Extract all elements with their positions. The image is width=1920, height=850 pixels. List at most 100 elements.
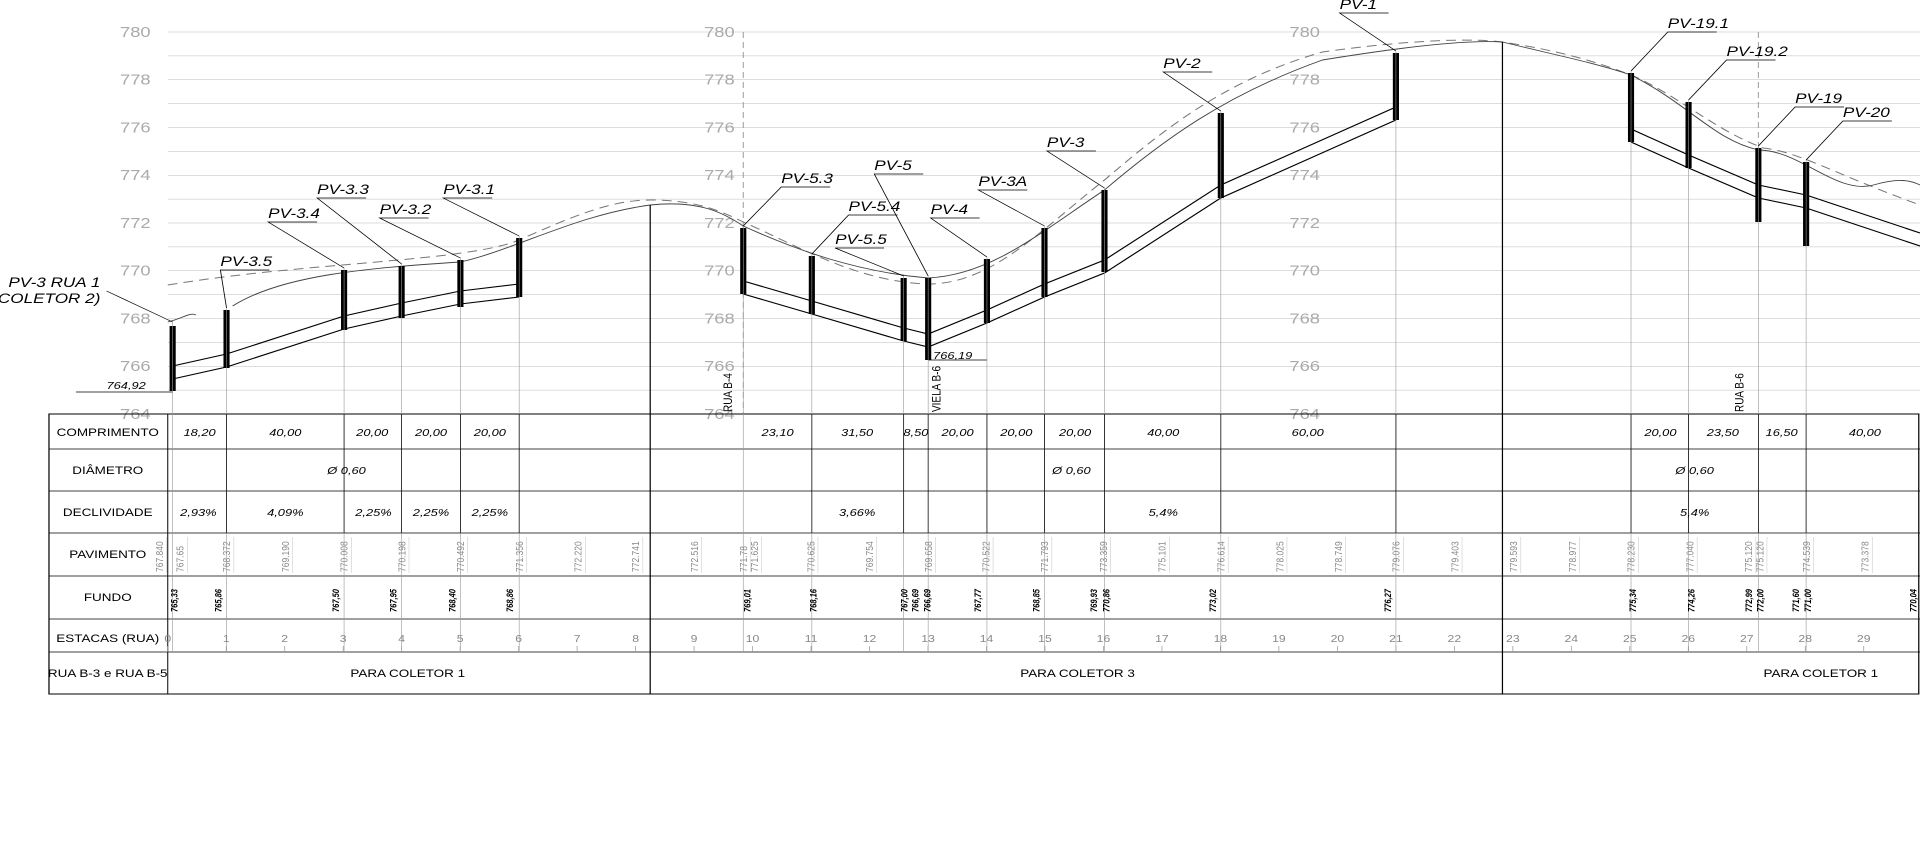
estaca: 6: [515, 634, 522, 645]
pipe: [172, 296, 520, 380]
elevation-label: 778: [120, 71, 151, 88]
declividade: 3,66%: [839, 507, 875, 519]
declividade: 2,25%: [354, 507, 391, 519]
pv-label: PV-3.4: [268, 206, 320, 221]
pv-label: PV-5.5: [835, 232, 887, 247]
pv-leader: [811, 214, 898, 255]
fundo: 766,69: [922, 589, 933, 612]
pavimento: 779.076: [1391, 541, 1403, 572]
elevation-label: 766: [704, 358, 735, 375]
declividade: 2,25%: [470, 507, 507, 519]
fundo: 767,50: [330, 589, 341, 612]
row-label: PAVIMENTO: [69, 548, 146, 561]
comprimento: 20,00: [1643, 427, 1677, 439]
street-label: RUA B-4: [722, 373, 735, 412]
fundo: 772,00: [1755, 589, 1766, 612]
pv-label: PV-3.1: [443, 182, 495, 197]
pavimento: 767.840: [154, 541, 166, 572]
pavimento: 770.625: [806, 541, 818, 572]
pv-leader: [378, 217, 461, 259]
annotation: 766,19: [933, 350, 973, 362]
estaca: 29: [1857, 634, 1871, 645]
declividade: 5,4%: [1680, 507, 1709, 519]
destino: PARA COLETOR 3: [1020, 667, 1135, 680]
elevation-label: 770: [704, 262, 735, 279]
pv-leader: [742, 186, 831, 227]
pavimento: 777.040: [1685, 541, 1697, 572]
comprimento: 20,00: [414, 427, 448, 439]
fundo: 775,34: [1627, 589, 1638, 612]
comprimento: 40,00: [269, 427, 302, 439]
comprimento: 40,00: [1849, 427, 1882, 439]
pv-label: PV-2: [1163, 56, 1201, 71]
estaca: 7: [574, 634, 581, 645]
pavimento: 770.198: [397, 541, 409, 572]
fundo: 773,02: [1207, 589, 1218, 612]
estaca: 27: [1740, 634, 1754, 645]
pavimento: 772.741: [630, 541, 642, 572]
pavimento: 772.516: [689, 541, 701, 572]
pv-label: PV-19.1: [1668, 16, 1729, 31]
fundo: 767,00: [899, 589, 910, 612]
estaca: 20: [1331, 634, 1345, 645]
pv-leader: [1162, 71, 1222, 112]
elevation-label: 772: [704, 215, 735, 232]
street-label: VIELA B-6: [931, 366, 944, 412]
terrain-dashed: [167, 39, 1920, 286]
pipe: [1630, 128, 1920, 234]
row-label: DECLIVIDADE: [63, 506, 153, 519]
elevation-label: 766: [120, 358, 151, 375]
pv-leader: [976, 189, 1045, 227]
estaca: 22: [1448, 634, 1462, 645]
fundo: 768,16: [808, 589, 819, 612]
elevation-label: 780: [1289, 24, 1320, 41]
elevation-label: 780: [120, 24, 151, 41]
fundo: 769,93: [1088, 589, 1099, 612]
fundo: 771,60: [1790, 589, 1801, 612]
fundo: 768,85: [1031, 589, 1042, 612]
pv-label: PV-5.3: [781, 171, 833, 186]
estaca: 15: [1038, 634, 1052, 645]
estaca: 21: [1389, 634, 1403, 645]
pv-label: PV-19: [1795, 91, 1842, 106]
elevation-label: 778: [1289, 71, 1320, 88]
pavimento: 769.190: [280, 541, 292, 572]
elevation-label: 778: [704, 71, 735, 88]
pavimento: 771.793: [1039, 541, 1051, 572]
estaca: 8: [632, 634, 639, 645]
fundo: 768,86: [504, 589, 515, 612]
pavimento: 775.120: [1743, 541, 1755, 572]
annotation: 764,92: [107, 380, 147, 392]
elevation-label: 770: [120, 262, 151, 279]
diametro: Ø 0,60: [326, 465, 366, 477]
pv-label: PV-3.5: [220, 254, 272, 269]
elevation-label: 766: [1289, 358, 1320, 375]
row-label: RUA B-3 e RUA B-5: [48, 667, 168, 680]
estaca: 5: [457, 634, 464, 645]
pv-label: PV-3A: [978, 174, 1027, 189]
pavimento: 774.539: [1801, 541, 1813, 572]
fundo: 774,26: [1686, 589, 1697, 612]
table-frame: [48, 413, 1920, 695]
comprimento: 31,50: [841, 427, 874, 439]
row-label: COMPRIMENTO: [57, 426, 159, 439]
estaca: 0: [164, 634, 171, 645]
comprimento: 20,00: [473, 427, 507, 439]
street-label: RUA B-6: [1734, 373, 1747, 412]
estaca: 9: [691, 634, 698, 645]
comprimento: 20,00: [940, 427, 974, 439]
pv-leader: [219, 269, 270, 309]
pavimento: 779.403: [1450, 541, 1462, 572]
pavimento: 767.65: [175, 546, 187, 572]
pv-leader: [1758, 106, 1845, 147]
terrain-solid: [167, 41, 1920, 323]
pv-leader: [873, 173, 929, 277]
estaca: 16: [1097, 634, 1111, 645]
estaca: 4: [398, 634, 405, 645]
declividade: 5,4%: [1149, 507, 1178, 519]
fundo: 776,27: [1382, 589, 1393, 612]
pv-leader: [929, 217, 988, 258]
pavimento: 778.025: [1275, 541, 1287, 572]
fundo: 765,86: [213, 589, 224, 612]
pv-leader: [1045, 150, 1105, 189]
